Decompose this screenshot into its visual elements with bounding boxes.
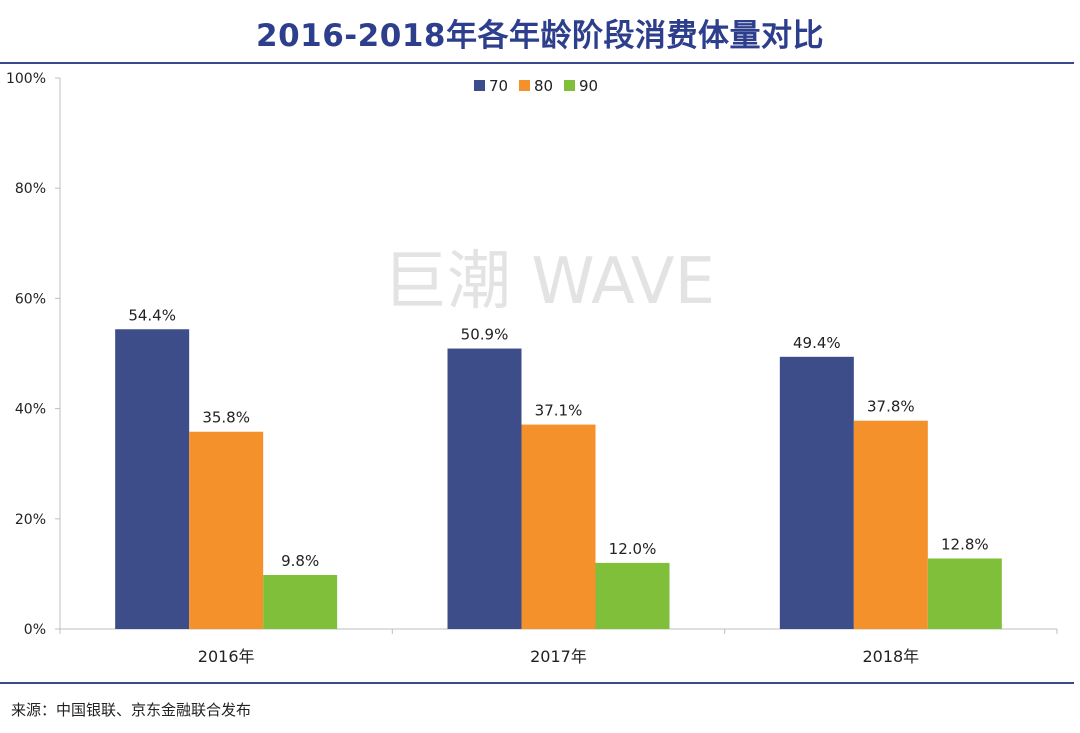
data-label: 49.4% [793,334,841,352]
y-tick-label: 20% [15,512,46,528]
data-label: 37.1% [535,402,583,420]
legend-label: 70 [489,77,508,95]
title-rule [0,62,1074,64]
y-tick-label: 80% [15,181,46,197]
chart-title: 2016-2018年各年龄阶段消费体量对比 [256,18,824,54]
y-tick-label: 100% [6,71,46,87]
source-note: 来源：中国银联、京东金融联合发布 [11,701,252,719]
data-label: 50.9% [461,326,509,344]
data-label: 54.4% [128,306,176,324]
x-category-label: 2017年 [530,647,587,666]
y-tick-label: 60% [15,291,46,307]
data-label: 12.8% [941,535,989,553]
bar-series-70 [115,329,190,629]
legend-swatch-90 [564,80,575,91]
bar-series-70 [779,356,854,629]
legend-label: 90 [579,77,598,95]
bars [115,329,1002,629]
data-label: 9.8% [281,552,319,570]
data-label: 12.0% [609,540,657,558]
legend-label: 80 [534,77,553,95]
x-category-label: 2016年 [198,647,255,666]
legend-swatch-70 [474,80,485,91]
watermark: 巨潮 WAVE [383,245,715,319]
y-tick-label: 0% [24,622,46,638]
watermark-text: 巨潮 WAVE [383,245,715,319]
bar-series-80 [853,420,928,629]
bar-series-90 [595,562,670,629]
bar-series-70 [447,348,522,629]
footer-rule [0,682,1074,684]
x-category-label: 2018年 [862,647,919,666]
bar-series-80 [189,431,264,629]
bar-series-90 [263,575,338,629]
bar-chart: 巨潮 WAVE 0% 20% 40% 60% 80% 100% 2016年 2017年 2018… [6,71,1058,666]
y-tick-label: 40% [15,402,46,418]
legend-swatch-80 [519,80,530,91]
data-label: 35.8% [202,409,250,427]
bar-series-80 [521,424,596,629]
legend: 70 80 90 [474,77,598,95]
bar-series-90 [927,558,1002,629]
data-label: 37.8% [867,398,915,416]
data-labels: 54.4% 35.8% 9.8% 50.9% 37.1% 12.0% 49.4% 37.8% 1… [128,306,988,570]
